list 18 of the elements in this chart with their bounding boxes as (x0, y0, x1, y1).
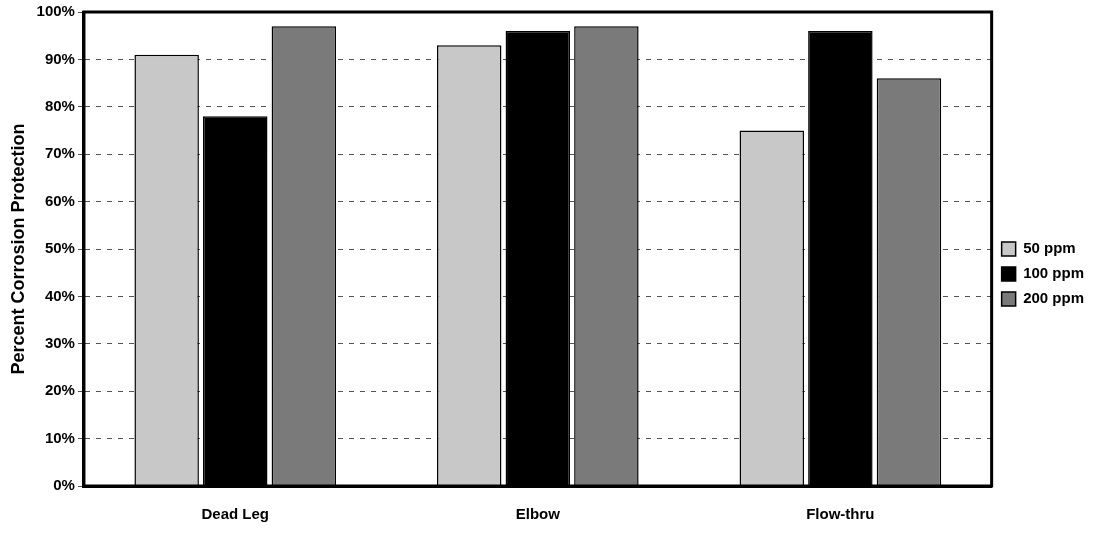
y-tick-label: 20% (44, 381, 75, 399)
legend-label: 100 ppm (1023, 264, 1084, 282)
y-tick-label: 30% (44, 333, 75, 351)
legend-label: 200 ppm (1023, 289, 1084, 307)
y-tick-label: 70% (44, 144, 75, 162)
x-tick-label: Elbow (515, 505, 561, 523)
x-tick-label: Dead Leg (201, 505, 269, 523)
y-tick-label: 100% (36, 2, 75, 20)
y-tick-label: 40% (44, 286, 75, 304)
y-tick-label: 50% (44, 239, 75, 257)
y-tick-label: 90% (44, 49, 75, 67)
legend-label: 50 ppm (1023, 239, 1076, 257)
y-tick-label: 60% (44, 191, 75, 209)
x-tick-label: Flow-thru (806, 505, 875, 523)
y-axis-title: Percent Corrosion Protection (7, 123, 28, 375)
y-tick-label: 0% (53, 476, 75, 494)
y-tick-label: 80% (44, 96, 75, 114)
y-tick-label: 10% (44, 428, 75, 446)
